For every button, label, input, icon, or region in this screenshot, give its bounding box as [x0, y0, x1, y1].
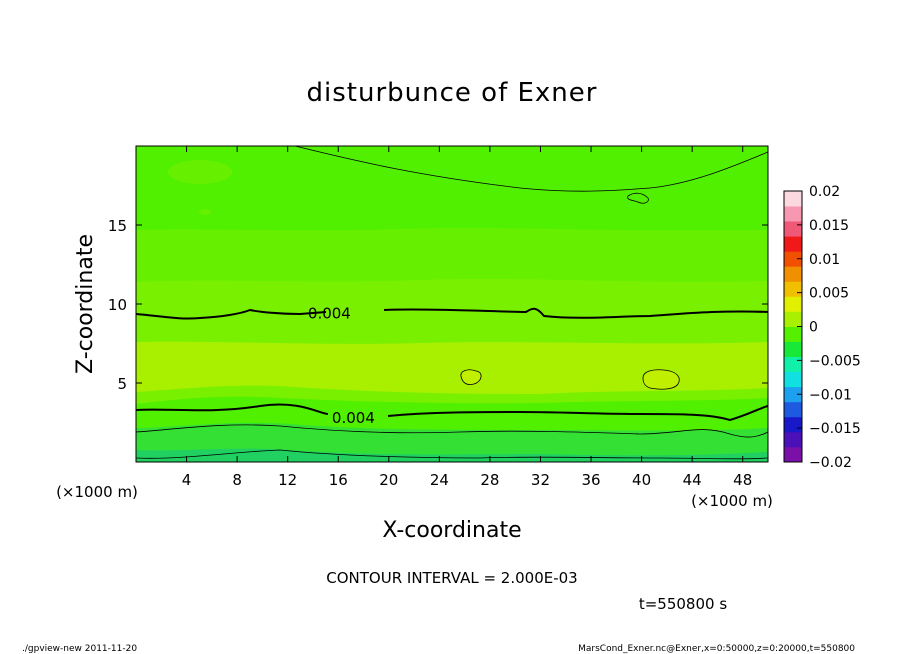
- contour-line: [136, 307, 768, 320]
- colorbar-swatch: [784, 431, 802, 448]
- time-note: t=550800 s: [639, 595, 727, 613]
- colorbar-label: −0.01: [809, 387, 852, 403]
- x-tick-label: 4: [182, 471, 192, 489]
- colorbar-swatch: [784, 416, 802, 433]
- colorbar-label: 0.015: [809, 218, 849, 234]
- x-tick-label: 32: [531, 471, 550, 489]
- x-tick-label: 16: [329, 471, 348, 489]
- colorbar-swatch: [784, 206, 802, 222]
- colorbar-swatch: [784, 356, 802, 373]
- y-axis-ticks: 5 10 15: [108, 217, 768, 393]
- x-tick-label: 12: [278, 471, 297, 489]
- x-unit-left: (×1000 m): [56, 483, 138, 501]
- field-feature: [171, 231, 199, 241]
- x-tick-label: 44: [683, 471, 702, 489]
- footer-right: MarsCond_Exner.nc@Exner,x=0:50000,z=0:20…: [578, 644, 855, 654]
- colorbar-swatch: [784, 191, 802, 207]
- colorbar-swatch: [784, 446, 802, 463]
- x-tick-label: 28: [480, 471, 499, 489]
- contour-blob: [460, 369, 482, 385]
- y-tick-label: 5: [117, 375, 127, 393]
- contour-label: 0.004: [308, 304, 351, 322]
- field-feature: [168, 160, 232, 184]
- field-band-bottom: [136, 448, 768, 462]
- y-axis-label: Z-coordinate: [73, 234, 98, 374]
- x-unit-right: (×1000 m): [691, 492, 773, 510]
- colorbar-swatch: [784, 221, 802, 237]
- colorbar-label: −0.02: [809, 455, 852, 471]
- colorbar-swatch: [784, 251, 802, 267]
- colorbar-label: −0.005: [809, 353, 861, 369]
- y-tick-label: 15: [108, 217, 127, 235]
- colorbar-swatch: [784, 296, 802, 312]
- field-feature: [199, 209, 211, 215]
- contour-line: [136, 424, 768, 438]
- colorbar-label: 0.01: [809, 252, 840, 268]
- x-tick-label: 36: [581, 471, 600, 489]
- colorbar: 0.02 0.015 0.01 0.005 0 −0.005 −0.01 −0.015 −0.0…: [783, 184, 861, 471]
- y-tick-label: 10: [108, 296, 127, 314]
- x-tick-label: 48: [733, 471, 752, 489]
- contour-blob: [642, 369, 680, 390]
- colorbar-label: 0.005: [809, 286, 849, 302]
- contour-labels: 0.004 0.004: [308, 304, 375, 426]
- contour-interval-note: CONTOUR INTERVAL = 2.000E-03: [326, 569, 577, 587]
- chart-title: disturbunce of Exner: [307, 78, 598, 108]
- colorbar-label: 0.02: [809, 184, 840, 200]
- colorbar-label: −0.015: [809, 421, 861, 437]
- x-tick-label: 40: [632, 471, 651, 489]
- colorbar-label: 0: [809, 320, 818, 336]
- x-tick-label: 24: [430, 471, 449, 489]
- x-axis-label: X-coordinate: [382, 518, 521, 543]
- field-band-core: [136, 341, 768, 394]
- footer-left: ./gpview-new 2011-11-20: [22, 644, 137, 654]
- x-tick-label: 20: [379, 471, 398, 489]
- colorbar-swatch: [784, 401, 802, 418]
- contour-line: [136, 449, 768, 460]
- colorbar-swatch: [784, 341, 802, 358]
- x-tick-label: 8: [232, 471, 242, 489]
- contour-line: [294, 146, 768, 192]
- colorbar-swatch: [784, 386, 802, 403]
- colorbar-swatch: [784, 371, 802, 388]
- contour-field: [136, 146, 768, 462]
- contour-line: [136, 403, 768, 422]
- colorbar-swatch: [784, 266, 802, 282]
- contour-label: 0.004: [332, 409, 375, 427]
- contour-line: [627, 192, 649, 204]
- colorbar-swatch: [784, 326, 802, 342]
- plot-area: 0.004 0.004: [135, 145, 769, 463]
- colorbar-swatch: [784, 311, 802, 327]
- colorbar-swatch: [784, 281, 802, 297]
- x-axis-ticks: 4 8 12 16 20 24 28 32 36 40 44 48: [182, 146, 752, 489]
- colorbar-swatch: [784, 236, 802, 252]
